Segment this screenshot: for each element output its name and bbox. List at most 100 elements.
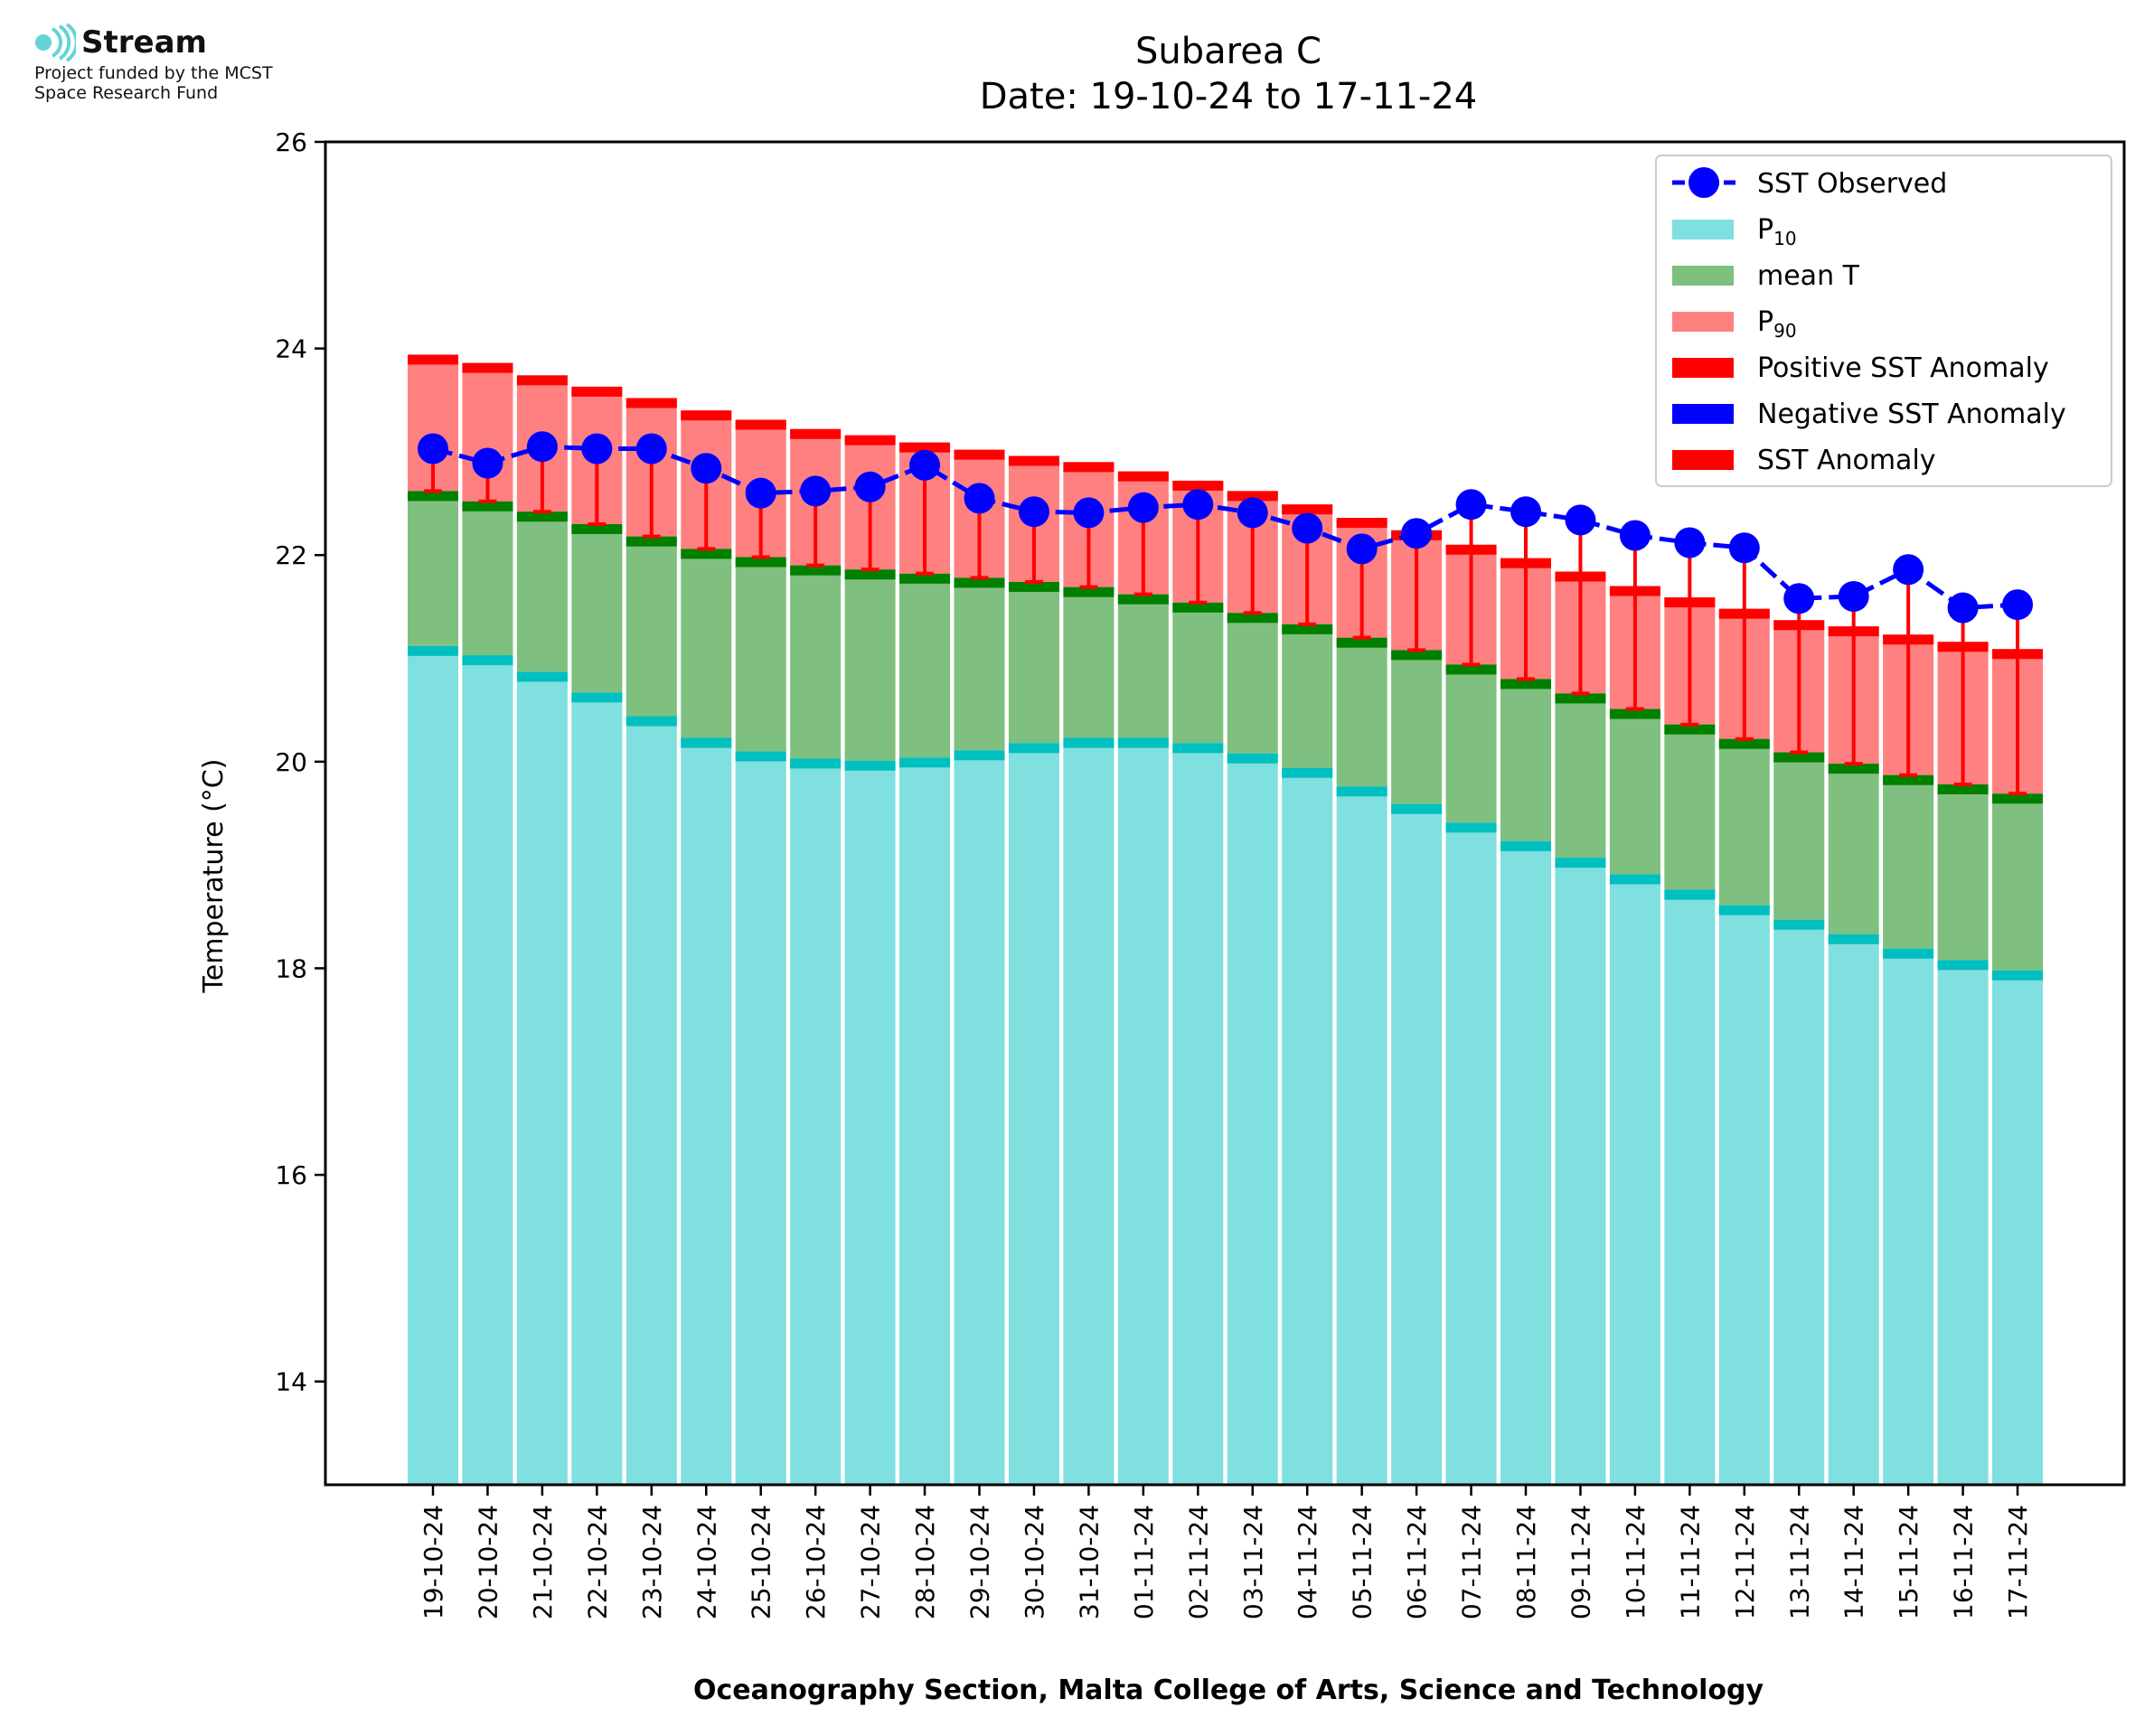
mean-bar <box>1555 693 1606 859</box>
mean-bar <box>1664 724 1716 890</box>
p10-bar <box>1063 737 1115 1485</box>
mean-bar-edge <box>954 577 1005 588</box>
legend-swatch <box>1672 312 1734 332</box>
mean-bar <box>408 491 458 646</box>
legend-label: Positive SST Anomaly <box>1757 352 2049 384</box>
p10-bar <box>1718 905 1770 1485</box>
p10-bar-edge <box>899 757 951 768</box>
mean-bar-edge <box>516 511 568 522</box>
mean-bar <box>1227 613 1278 754</box>
mean-bar-edge <box>408 491 458 502</box>
p10-bar-edge <box>1282 767 1333 778</box>
p10-bar <box>1227 753 1278 1485</box>
x-tick-label: 17-11-24 <box>2003 1505 2033 1619</box>
mean-bar <box>1718 738 1770 906</box>
mean-bar <box>1828 764 1879 934</box>
sst-observed-point <box>1893 554 1924 586</box>
x-tick-label: 24-10-24 <box>691 1505 721 1619</box>
p90-bar-edge <box>1172 480 1224 491</box>
p10-bar-edge <box>462 655 513 666</box>
x-tick-label: 10-11-24 <box>1621 1505 1651 1619</box>
p10-bar-edge <box>571 692 623 703</box>
p10-bar-edge <box>735 751 786 762</box>
p10-bar <box>462 655 513 1485</box>
sst-observed-point <box>1674 527 1706 558</box>
mean-bar-edge <box>626 536 677 547</box>
p10-bar-edge <box>790 758 842 769</box>
p10-bar-edge <box>681 737 732 748</box>
mean-bar <box>844 569 896 761</box>
mean-bar-edge <box>1718 738 1770 749</box>
p10-bar <box>1282 767 1333 1485</box>
mean-bar <box>1063 586 1115 738</box>
sst-observed-point <box>1292 512 1323 544</box>
mean-bar-edge <box>1828 764 1879 774</box>
x-tick-label: 07-11-24 <box>1457 1505 1487 1619</box>
x-tick-label: 31-10-24 <box>1074 1505 1104 1619</box>
sst-observed-point <box>1018 496 1049 528</box>
mean-bar-edge <box>1773 752 1825 763</box>
mean-bar <box>1008 581 1059 744</box>
sst-observed-point <box>635 433 667 464</box>
x-tick-label: 20-10-24 <box>473 1505 503 1619</box>
p90-bar-edge <box>1336 518 1387 529</box>
mean-bar <box>571 523 623 693</box>
sst-observed-point <box>1947 592 1979 624</box>
p10-bar-edge <box>626 716 677 727</box>
mean-bar-edge <box>1937 784 1989 794</box>
p10-bar <box>1664 889 1716 1485</box>
mean-bar <box>1172 602 1224 744</box>
mean-bar-edge <box>462 501 513 511</box>
logo-funding-line-2: Space Research Fund <box>34 83 219 103</box>
legend-marker-point <box>1688 167 1719 198</box>
p10-bar-edge <box>844 760 896 771</box>
mean-bar <box>1883 774 1934 949</box>
bars-layer <box>408 354 2044 1485</box>
p10-bar <box>844 760 896 1485</box>
p10-bar <box>626 716 677 1485</box>
p10-bar <box>1828 934 1879 1485</box>
sst-observed-point <box>1455 489 1487 521</box>
mean-bar-edge <box>1609 708 1660 719</box>
p90-bar-edge <box>735 419 786 430</box>
y-axis-label: Temperature (°C) <box>198 759 230 994</box>
sst-observed-point <box>526 431 558 463</box>
p10-bar-edge <box>1500 840 1551 851</box>
x-tick-label: 14-11-24 <box>1839 1505 1869 1619</box>
mean-bar-edge <box>1391 650 1443 661</box>
legend-swatch <box>1672 220 1734 239</box>
mean-bar <box>790 565 842 759</box>
sst-observed-point <box>1401 518 1433 549</box>
sst-observed-point <box>581 433 613 464</box>
p10-bar <box>1555 858 1606 1485</box>
p10-bar <box>1609 874 1660 1485</box>
x-tick-label: 28-10-24 <box>910 1505 940 1619</box>
x-tick-label: 21-10-24 <box>528 1505 558 1619</box>
sst-observed-point <box>1838 580 1869 612</box>
x-tick-label: 25-10-24 <box>747 1505 776 1619</box>
sst-observed-point <box>800 475 832 507</box>
p10-bar <box>571 692 623 1485</box>
p10-bar <box>516 671 568 1485</box>
p90-bar-edge <box>462 362 513 373</box>
sst-observed-point <box>854 471 886 502</box>
mean-bar <box>462 501 513 656</box>
x-tick-label: 30-10-24 <box>1020 1505 1049 1619</box>
sst-observed-point <box>1073 497 1105 529</box>
mean-bar-edge <box>1883 774 1934 785</box>
p10-bar <box>1336 786 1387 1485</box>
mean-bar <box>1117 594 1169 738</box>
legend-box <box>1655 155 2112 487</box>
p90-bar-edge <box>844 435 896 446</box>
legend-swatch <box>1672 266 1734 286</box>
chart-subtitle: Date: 19-10-24 to 17-11-24 <box>980 76 1478 117</box>
p10-bar <box>1172 743 1224 1485</box>
x-tick-label: 27-10-24 <box>856 1505 886 1619</box>
p10-bar <box>954 750 1005 1485</box>
p10-bar-edge <box>1883 948 1934 959</box>
p10-bar-edge <box>1063 737 1115 748</box>
x-tick-label: 16-11-24 <box>1949 1505 1979 1619</box>
mean-bar <box>681 549 732 738</box>
